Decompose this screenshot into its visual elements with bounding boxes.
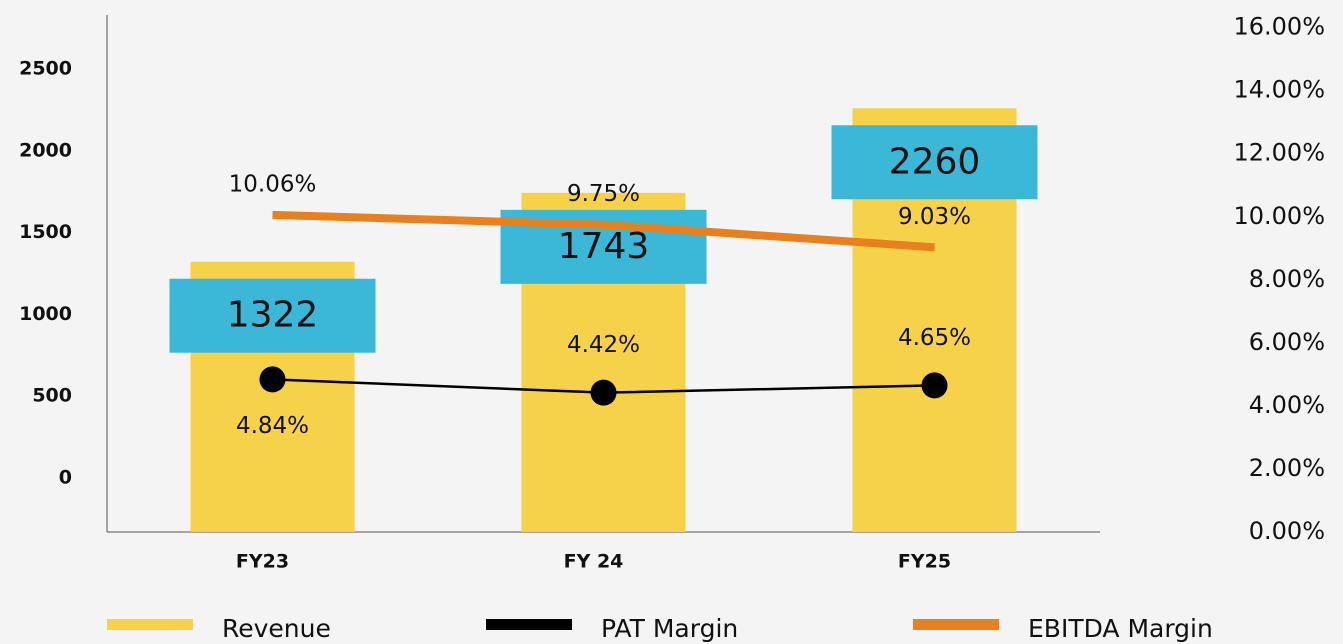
x-tick-label: FY 24	[564, 551, 624, 573]
value-label: 4.42%	[567, 332, 640, 358]
y-tick-label: 500	[32, 385, 72, 407]
y-tick-label: 1500	[19, 221, 72, 243]
marker	[921, 372, 948, 399]
value-label: 10.06%	[229, 171, 317, 197]
y-tick-label: 0	[59, 467, 72, 489]
value-label: 2260	[889, 141, 981, 182]
legend-swatch	[107, 619, 193, 630]
legend-swatch	[913, 619, 999, 630]
y2-tick-label: 2.00%	[1249, 454, 1325, 482]
y2-tick-label: 14.00%	[1233, 76, 1325, 104]
line	[272, 210, 935, 252]
legend-label: Revenue	[222, 614, 331, 643]
y-tick-label: 2500	[19, 57, 72, 79]
y-tick-label: 1000	[19, 303, 72, 325]
y2-tick-label: 4.00%	[1249, 391, 1325, 419]
value-label-box	[169, 278, 376, 353]
x-tick-label: FY23	[236, 551, 289, 573]
y2-tick-label: 0.00%	[1249, 517, 1325, 545]
value-label: 4.84%	[236, 413, 309, 439]
value-label: 9.75%	[567, 181, 640, 207]
y2-tick-label: 6.00%	[1249, 328, 1325, 356]
marker	[590, 379, 617, 406]
value-label-box	[831, 125, 1038, 200]
marker	[259, 366, 286, 393]
y2-tick-label: 16.00%	[1233, 13, 1325, 41]
legend-label: EBITDA Margin	[1028, 614, 1213, 643]
x-tick-label: FY25	[898, 551, 951, 573]
value-label: 1322	[227, 295, 319, 336]
value-label: 1743	[558, 226, 650, 267]
legend-label: PAT Margin	[601, 614, 738, 643]
y2-tick-label: 8.00%	[1249, 265, 1325, 293]
value-label: 4.65%	[898, 325, 971, 351]
value-label: 9.03%	[898, 204, 971, 230]
y-tick-label: 2000	[19, 139, 72, 161]
legend-swatch	[486, 619, 572, 630]
y2-tick-label: 12.00%	[1233, 139, 1325, 167]
y2-tick-label: 10.00%	[1233, 202, 1325, 230]
